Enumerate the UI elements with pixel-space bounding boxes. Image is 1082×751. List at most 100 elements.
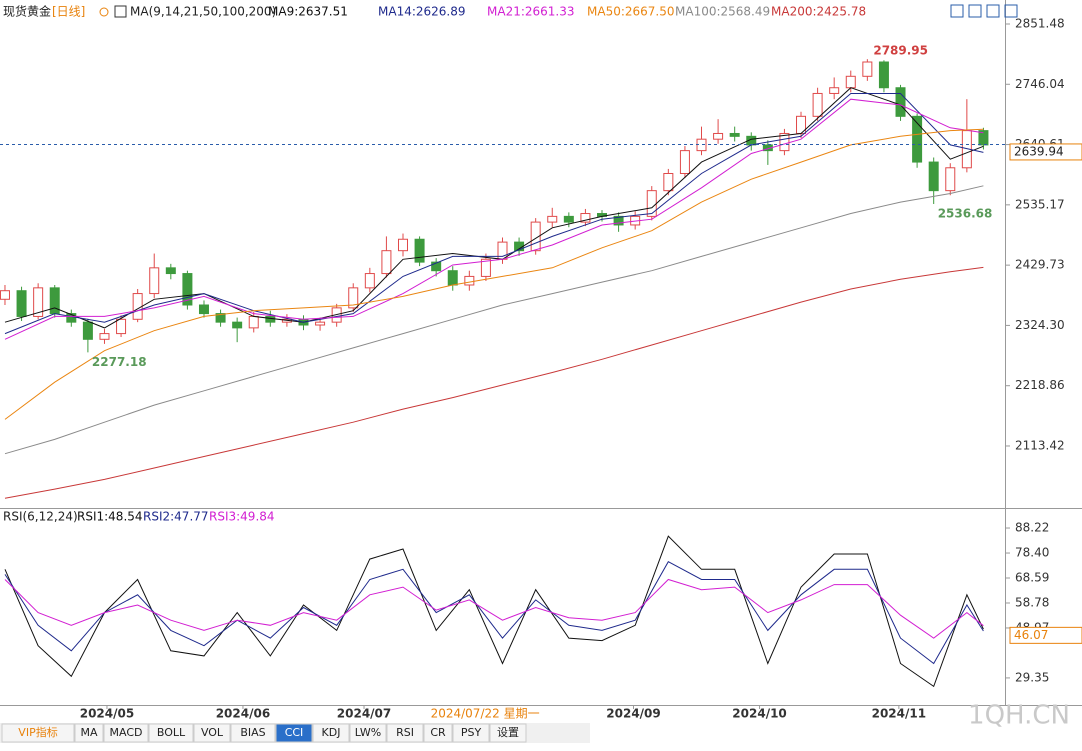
candle-body <box>530 221 541 252</box>
candle-body <box>845 75 856 89</box>
indicator-line <box>4 98 984 340</box>
x-tick-label: 2024/09 <box>606 707 660 721</box>
candle-body <box>928 161 939 192</box>
toolbar-label: VIP指标 <box>18 725 57 739</box>
candle-body <box>945 167 956 192</box>
indicator-line <box>4 561 984 665</box>
candle-body <box>895 87 906 117</box>
indicator-line <box>4 266 984 499</box>
checkbox[interactable] <box>114 5 127 18</box>
toolbar-button[interactable] <box>489 723 527 743</box>
last-price-box <box>1009 143 1082 161</box>
candle-body <box>215 313 226 323</box>
toolbar-button[interactable] <box>230 723 276 743</box>
y-tick-label: 78.40 <box>1015 546 1049 560</box>
candle-body <box>149 267 160 295</box>
candle-body <box>99 333 110 340</box>
y-tick-label: 58.78 <box>1015 595 1049 609</box>
toolbar-button[interactable] <box>148 723 194 743</box>
icon-button[interactable] <box>950 4 964 18</box>
y-tick-label: 2746.04 <box>1015 77 1065 91</box>
candle-body <box>912 115 923 163</box>
candle-body <box>480 258 491 277</box>
y-tick-label: 68.59 <box>1015 571 1049 585</box>
high-label: 2789.95 <box>873 44 928 58</box>
toolbar-button[interactable] <box>386 723 424 743</box>
toolbar-label: VOL <box>201 726 224 739</box>
candle-body <box>431 261 442 272</box>
legend-entry: RSI3:49.84 <box>209 510 275 524</box>
toolbar-label: PSY <box>461 726 482 739</box>
legend-entry: RSI2:47.77 <box>143 510 209 524</box>
candle-body <box>779 132 790 152</box>
candle-body <box>265 315 276 323</box>
y-tick-label: 2851.48 <box>1015 16 1065 30</box>
candle-body <box>829 87 840 94</box>
last-price-label: 2639.94 <box>1014 144 1064 158</box>
toolbar-label: 设置 <box>497 726 519 739</box>
indicator-line <box>4 128 984 420</box>
candle-body <box>547 215 558 223</box>
candle-body <box>381 250 392 275</box>
instrument: 现货黄金 <box>3 4 51 19</box>
candle-body <box>182 273 193 306</box>
toolbar-button[interactable] <box>349 723 387 743</box>
toolbar-label: CR <box>430 726 446 739</box>
candle-body <box>613 215 624 226</box>
x-tick-label: 2024/05 <box>80 707 134 721</box>
candle-body <box>646 190 657 217</box>
toolbar-button[interactable] <box>1 723 75 743</box>
toolbar-label: MA <box>80 726 97 739</box>
last-value-label: 46.07 <box>1014 628 1048 642</box>
toolbar-label: BOLL <box>157 726 186 739</box>
candle-body <box>878 61 889 89</box>
x-tick-label: 2024/06 <box>216 707 270 721</box>
crosshair-label: 2024/07/22 星期一 <box>431 707 540 721</box>
candle-body <box>248 315 259 329</box>
toolbar-button[interactable] <box>452 723 490 743</box>
indicator-line <box>4 93 984 335</box>
toolbar-label: MACD <box>110 726 143 739</box>
x-tick-label: 2024/07 <box>337 707 391 721</box>
toolbar-button[interactable] <box>312 723 350 743</box>
low-label: 2536.68 <box>938 206 993 220</box>
candle-body <box>397 238 408 252</box>
toolbar-label: RSI <box>396 726 414 739</box>
candle-body <box>198 304 209 315</box>
legend-entry: MA21:2661.33 <box>487 5 575 19</box>
icon-button[interactable] <box>986 4 1000 18</box>
toolbar-button[interactable] <box>423 723 453 743</box>
icon-button[interactable] <box>968 4 982 18</box>
toolbar-label: LW% <box>355 726 381 739</box>
y-tick-label: 2218.86 <box>1015 378 1065 392</box>
x-tick-label: 2024/11 <box>872 707 926 721</box>
candle-body <box>663 172 674 192</box>
indicator-line <box>4 185 984 455</box>
toolbar-label: KDJ <box>322 726 341 739</box>
candle-body <box>0 290 10 300</box>
candle-body <box>580 213 591 223</box>
candle-body <box>49 287 60 315</box>
toolbar-button[interactable] <box>103 723 149 743</box>
y-tick-label: 88.22 <box>1015 521 1049 535</box>
candle-body <box>16 290 27 317</box>
toolbar-button[interactable] <box>193 723 231 743</box>
icon-button[interactable] <box>1004 4 1018 18</box>
toolbar-button[interactable] <box>275 723 313 743</box>
candle-body <box>66 313 77 323</box>
y-tick-label: 2429.73 <box>1015 258 1065 272</box>
legend-entry: MA9:2637.51 <box>268 5 348 19</box>
ma-title: MA(9,14,21,50,100,200) <box>130 5 276 19</box>
legend-entry: MA100:2568.49 <box>675 5 770 19</box>
window-icons <box>950 4 1018 18</box>
y-tick-label: 29.35 <box>1015 670 1049 684</box>
settings-icon[interactable] <box>99 7 109 17</box>
rsi-title: RSI(6,12,24) <box>3 510 78 524</box>
toolbar-button[interactable] <box>74 723 104 743</box>
period: [日线] <box>52 5 85 19</box>
candle-body <box>679 150 690 174</box>
candle-body <box>563 215 574 223</box>
legend-entry: RSI1:48.54 <box>77 510 143 524</box>
candle-body <box>713 132 724 140</box>
